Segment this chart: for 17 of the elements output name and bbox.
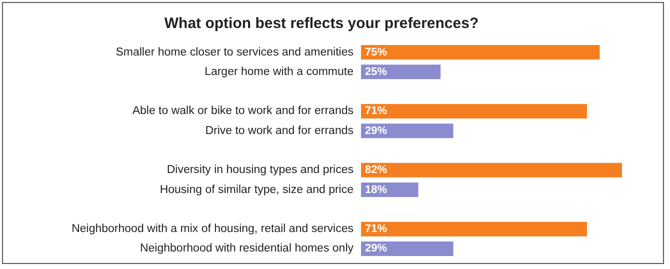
data-label: 29% xyxy=(365,124,388,137)
y-tick-label: Neighborhood with residential homes only xyxy=(140,242,354,255)
data-label: 82% xyxy=(365,164,388,176)
data-label: 75% xyxy=(365,46,388,58)
data-label: 71% xyxy=(365,105,388,118)
y-tick-label: Housing of similar type, size and price xyxy=(160,184,354,196)
y-tick-label: Drive to work and for errands xyxy=(205,124,354,137)
y-tick-label: Diversity in housing types and prices xyxy=(166,164,354,176)
y-tick-label: Larger home with a commute xyxy=(204,66,354,78)
y-tick-label: Smaller home closer to services and amenities xyxy=(116,46,354,58)
data-label: 18% xyxy=(365,184,388,196)
data-label: 71% xyxy=(365,223,388,236)
data-label: 29% xyxy=(365,242,388,255)
y-tick-label: Able to walk or bike to work and for errands xyxy=(132,105,354,118)
y-tick-label: Neighborhood with a mix of housing, retail and services xyxy=(72,223,354,236)
chart-title: What option best reflects your preferences? xyxy=(164,15,479,32)
data-label: 25% xyxy=(365,66,388,78)
